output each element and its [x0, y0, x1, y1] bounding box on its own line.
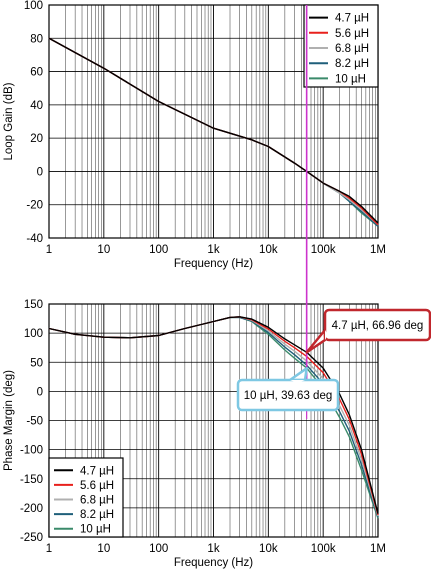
plot-frame: [48, 4, 379, 239]
legend-label: 4.7 µH: [80, 465, 114, 477]
y-tick-label: -40: [26, 233, 43, 245]
x-tick-label: 100: [149, 244, 168, 256]
x-tick-label: 1M: [370, 543, 386, 555]
legend: 4.7 µH 5.6 µH 6.8 µH 8.2 µH 10 µH: [303, 4, 379, 88]
legend-box: [303, 4, 379, 88]
legend-label: 10 µH: [335, 73, 366, 85]
x-tick-label: 1: [46, 244, 52, 256]
legend: 4.7 µH 5.6 µH 6.8 µH 8.2 µH 10 µH: [48, 457, 124, 538]
x-tick-label: 10k: [259, 543, 278, 555]
y-tick-label: 100: [24, 328, 43, 340]
callout: 10 µH, 39.63 deg: [236, 367, 340, 412]
x-tick-label: 10: [97, 244, 110, 256]
callout-seam: [290, 380, 305, 383]
loop-gain-chart: 100 80 60 40 20 0 -20 -401 10 100 1k 10k 100k 1M Frequ…: [3, 0, 386, 270]
y-tick-label: 100: [24, 0, 43, 12]
y-tick-label: -50: [26, 416, 43, 428]
x-tick-label: 10k: [259, 244, 278, 256]
y-tick-label: -150: [20, 474, 43, 486]
x-tick-label: 1: [46, 543, 52, 555]
plot-frame: [48, 303, 379, 538]
x-tick-label: 1k: [207, 543, 219, 555]
y-axis-title: Phase Margin (deg): [3, 370, 15, 471]
legend-label: 6.8 µH: [80, 495, 114, 507]
y-tick-label: -200: [20, 503, 43, 515]
x-tick-label: 1M: [370, 244, 386, 256]
y-tick-label: 150: [24, 299, 43, 311]
legend-label: 8.2 µH: [335, 58, 369, 70]
callouts: 4.7 µH, 66.96 deg 10 µH, 39.63 deg: [236, 308, 431, 412]
legend-label: 10 µH: [80, 524, 111, 536]
y-tick-label: 50: [30, 357, 43, 369]
y-tick-label: 80: [30, 33, 43, 45]
y-tick-label: 0: [37, 386, 43, 398]
callout-box: [236, 378, 340, 412]
y-tick-label: -100: [20, 445, 43, 457]
x-axis-title: Frequency (Hz): [174, 258, 253, 270]
series-line: [48, 316, 379, 514]
y-axis-title: Loop Gain (dB): [3, 82, 15, 160]
legend-label: 5.6 µH: [335, 28, 369, 40]
x-tick-label: 100k: [311, 543, 336, 555]
x-tick-label: 100: [149, 543, 168, 555]
y-tick-label: 20: [30, 133, 43, 145]
callout-label: 4.7 µH, 66.96 deg: [332, 320, 424, 332]
series-group: [48, 316, 379, 519]
callout-seam: [325, 330, 328, 340]
x-tick-label: 10: [97, 543, 110, 555]
callout: 4.7 µH, 66.96 deg: [305, 308, 431, 354]
legend-label: 5.6 µH: [80, 480, 114, 492]
series-group: [48, 37, 379, 227]
legend-label: 8.2 µH: [80, 509, 114, 521]
legend-label: 6.8 µH: [335, 43, 369, 55]
legend-label: 4.7 µH: [335, 13, 369, 25]
callout-box: [323, 308, 431, 342]
callout-label: 10 µH, 39.63 deg: [244, 390, 332, 402]
series-line: [48, 37, 379, 224]
y-tick-label: 40: [30, 100, 43, 112]
x-tick-label: 100k: [311, 244, 336, 256]
y-tick-label: -20: [26, 200, 43, 212]
x-tick-label: 1k: [207, 244, 219, 256]
y-tick-label: 60: [30, 67, 43, 79]
y-tick-label: 0: [37, 166, 43, 178]
y-tick-label: -250: [20, 532, 43, 544]
x-axis-title: Frequency (Hz): [174, 557, 253, 569]
